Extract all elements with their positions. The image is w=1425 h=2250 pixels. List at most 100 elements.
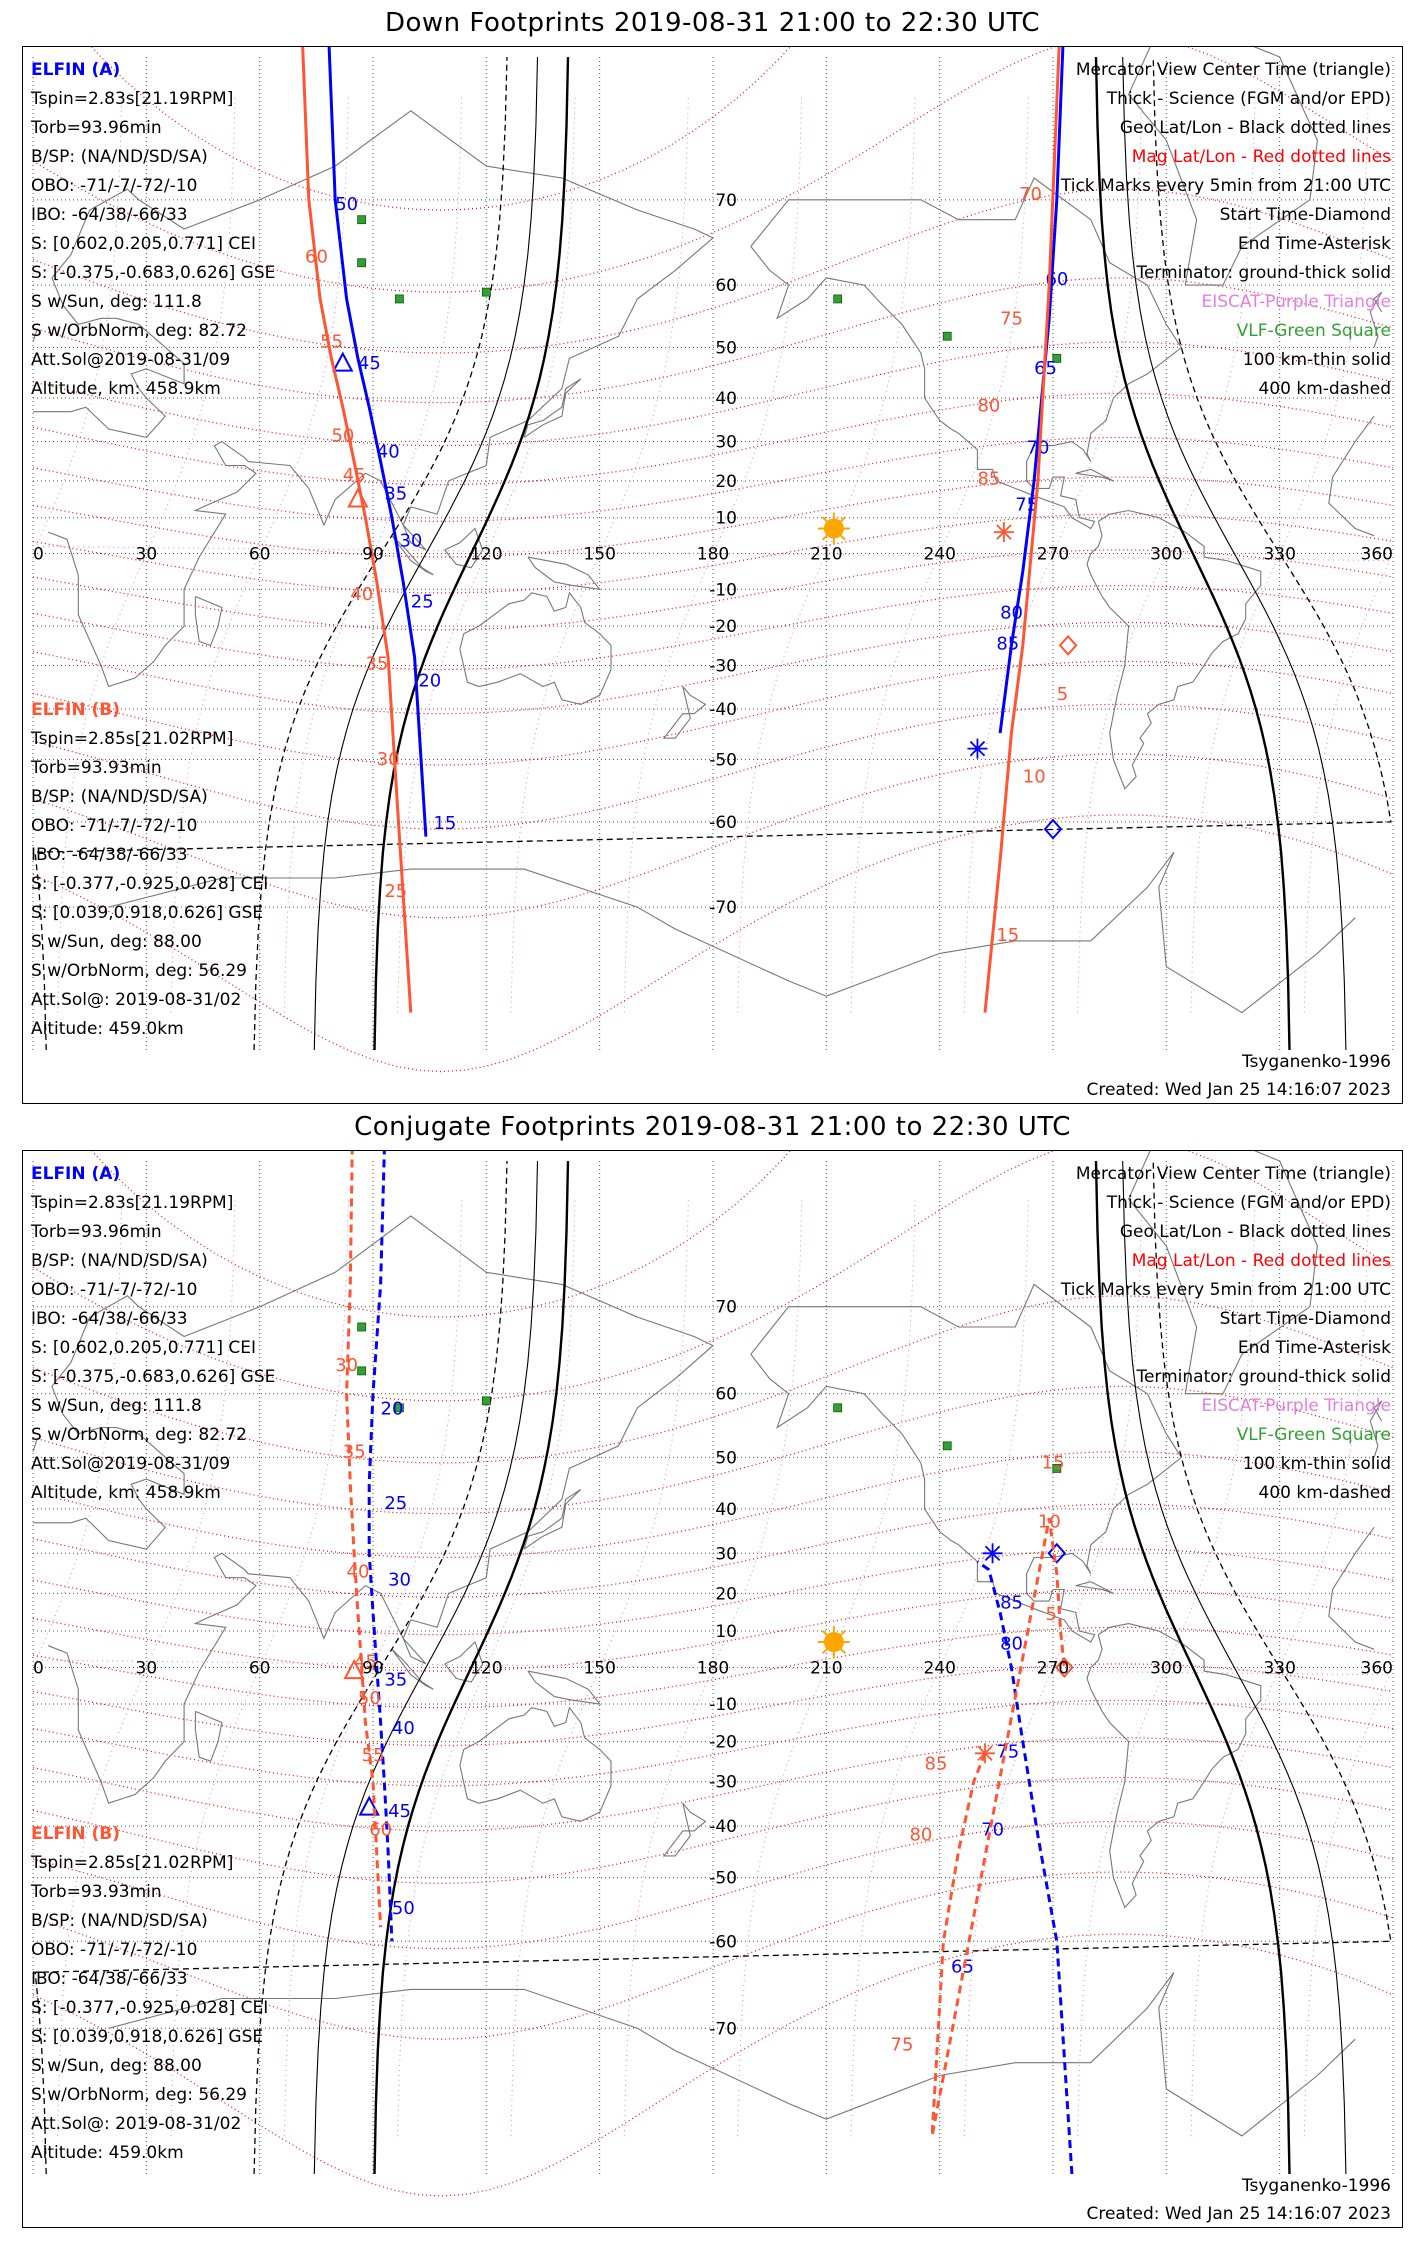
elfin-a-info-line: Tspin=2.83s[21.19RPM] [30,1193,233,1213]
legend-entry: Tick Marks every 5min from 21:00 UTC [1060,176,1391,196]
x-tick-label: 270 [1037,1659,1069,1679]
elfin-b-info-line: Torb=93.93min [30,1882,162,1902]
created-timestamp: Created: Wed Jan 25 14:16:07 2023 [1086,1080,1391,1100]
legend-entry: Mag Lat/Lon - Red dotted lines [1132,147,1391,167]
elfin-b-info-line: S w/OrbNorm, deg: 56.29 [31,961,247,981]
elfin-b-track [345,1151,1066,2137]
vlf-station-marker [942,331,952,341]
x-tick-label: 210 [810,1659,842,1679]
coastline [1127,1151,1318,1395]
x-tick-label: 360 [1361,1659,1393,1679]
mag-longitude-line [35,1199,1391,2136]
elfin-a-info-line: S: [0.602,0.205,0.771] CEI [31,234,256,254]
elfin-a-info-line: B/SP: (NA/ND/SD/SA) [31,1251,208,1271]
elfin-b-tick-label: 45 [343,465,366,486]
elfin-a-info-line: Att.Sol@2019-08-31/09 [31,350,230,370]
y-tick-label: 40 [715,1500,737,1520]
y-tick-label: 50 [715,1448,737,1468]
x-tick-label: 120 [470,545,502,565]
vlf-station-marker [481,287,491,297]
x-tick-label: 0 [33,1659,44,1679]
elfin-b-tick-label: 55 [362,1745,385,1766]
elfin-a-info-line: IBO: -64/38/-66/33 [31,1309,188,1329]
legend-entry: Start Time-Diamond [1220,205,1391,225]
x-tick-label: 300 [1150,1659,1182,1679]
y-tick-label: 10 [715,509,737,529]
elfin-a-info-line: S w/OrbNorm, deg: 82.72 [31,321,247,341]
legend-entry: Tick Marks every 5min from 21:00 UTC [1060,1280,1391,1300]
terminator-400km-west [253,1160,508,2175]
legend-entry: Mercator View Center Time (triangle) [1076,1164,1391,1184]
elfin-a-info-line: Torb=93.96min [30,1222,162,1242]
x-tick-label: 330 [1263,1659,1295,1679]
elfin-a-info-line: OBO: -71/-7/-72/-10 [31,1280,197,1300]
coastline [108,851,1356,1014]
elfin-a-center-triangle [358,1795,380,1816]
elfin-a-tick-label: 45 [388,1801,411,1822]
sun-ray [821,516,829,523]
elfin-a-tick-label: 45 [358,353,381,374]
x-tick-label: 30 [136,545,158,565]
coastlines [32,1151,1383,2137]
x-tick-label: 270 [1037,545,1069,565]
elfin-a-tick-label: 70 [1027,438,1050,459]
mag-longitude-line [737,1199,916,2136]
legend-entry: 400 km-dashed [1259,379,1391,399]
x-tick-label: 60 [249,1659,271,1679]
map-panel-conjugate: 20 25 30 35 40 45 50 85 80 75 70 65 30 35 40 45 50 55 60 85… [22,1150,1403,2228]
elfin-a-tick-label: 50 [335,194,358,215]
coastline [32,291,1383,348]
elfin-b-info-line: S w/Sun, deg: 88.00 [31,932,202,952]
y-tick-label: -30 [709,1773,737,1793]
elfin-a-start-diamond [1043,818,1063,840]
vlf-station-marker [357,1322,367,1332]
axis-labels: 0 30 60 90 120 150 180 210 240 270 300 330 360 70 60 50… [33,191,1393,918]
sun-icon [823,518,844,539]
elfin-a-tick-label: 15 [433,813,456,834]
legend-entry: Thick - Science (FGM and/or EPD) [1106,89,1391,109]
y-tick-label: -20 [709,617,737,637]
elfin-b-info-line: OBO: -71/-7/-72/-10 [31,816,197,836]
elfin-a-info-line: Torb=93.96min [30,118,162,138]
terminator-ground-west [373,56,570,1051]
elfin-b-info-line: S: [0.039,0.918,0.626] GSE [31,903,263,923]
x-tick-label: 90 [362,545,384,565]
elfin-b-info-line: Tspin=2.85s[21.02RPM] [30,729,233,749]
mag-latitude-line [32,1820,1394,1950]
elfin-a-info-line: S: [-0.375,-0.683,0.626] GSE [31,1367,275,1387]
legend-entry: End Time-Asterisk [1238,1338,1391,1358]
mag-latitude-line [32,753,1394,919]
legend-entry: Geo Lat/Lon - Black dotted lines [1120,1222,1391,1242]
panel-title-down: Down Footprints 2019-08-31 21:00 to 22:3… [384,8,1041,38]
legend-entry: Start Time-Diamond [1220,1309,1391,1329]
legend-entry: Geo Lat/Lon - Black dotted lines [1120,118,1391,138]
mag-latitude-line [32,584,1394,671]
elfin-a-tick-label: 40 [377,442,400,463]
legend-entry: Terminator: ground-thick solid [1135,1367,1391,1387]
terminator-100km-west [313,1160,539,2175]
elfin-a-info-line: S w/OrbNorm, deg: 82.72 [31,1425,247,1445]
coastline [1075,468,1114,482]
panel-title-conjugate: Conjugate Footprints 2019-08-31 21:00 to… [354,1112,1071,1142]
elfin-b-tick-label: 15 [1042,1452,1065,1473]
elfin-b-info-line: S w/OrbNorm, deg: 56.29 [31,2085,247,2105]
y-tick-label: -20 [709,1733,737,1753]
legend-entry: VLF-Green Square [1237,1425,1391,1445]
model-label: Tsyganenko-1996 [1241,2176,1391,2196]
mag-longitude-line [170,1199,349,2136]
coastline [1086,509,1262,790]
elfin-b-heading: ELFIN (B) [31,700,120,720]
y-tick-label: -50 [709,750,737,770]
legend-entry: VLF-Green Square [1237,321,1391,341]
vlf-station-marker [1052,1464,1062,1473]
elfin-b-tick-label: 40 [347,1562,370,1583]
coastline [459,1706,612,1822]
terminator-ground-east [1094,1160,1291,2175]
info-text: Mercator View Center Time (triangle) Thic… [30,60,1391,1100]
sun-ray [839,516,846,523]
elfin-b-info-line: Att.Sol@: 2019-08-31/02 [31,990,241,1010]
elfin-b-info-line: Att.Sol@: 2019-08-31/02 [31,2114,241,2134]
terminator-100km-west [313,56,539,1051]
elfin-b-tick-label: 55 [320,332,343,353]
elfin-b-tick-label: 35 [343,1441,366,1462]
